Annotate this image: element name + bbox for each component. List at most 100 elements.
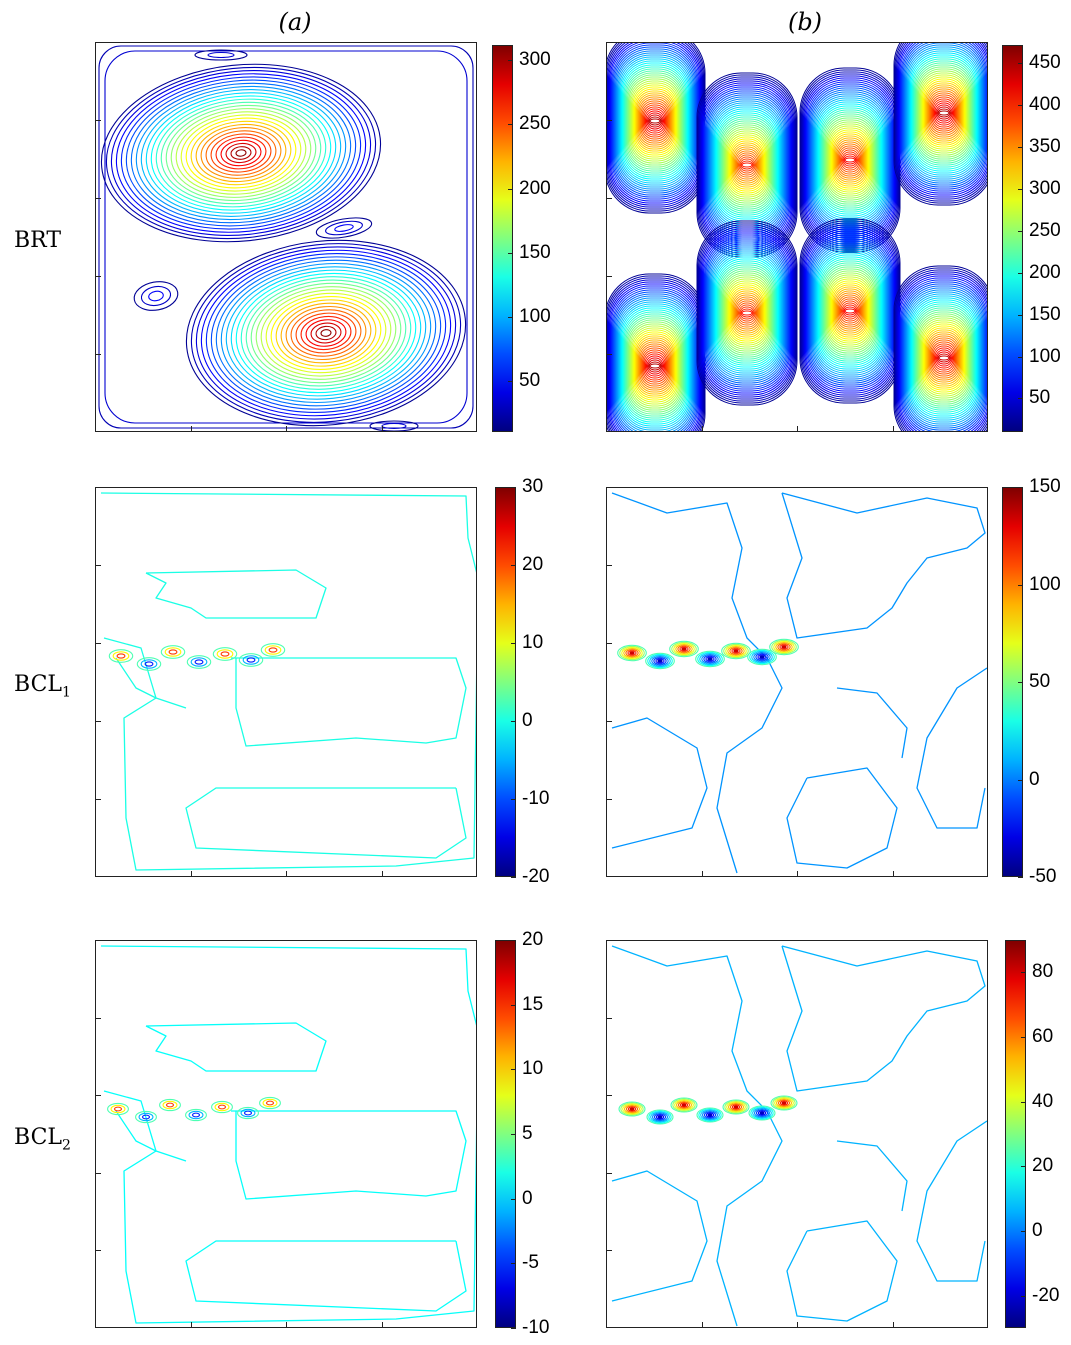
contour-line bbox=[275, 299, 377, 367]
contour-line bbox=[839, 298, 861, 324]
axis-tick bbox=[381, 1322, 383, 1327]
eddy-contour bbox=[622, 1103, 642, 1115]
contour-line bbox=[637, 339, 673, 393]
contour-line bbox=[906, 291, 982, 425]
colorbar-tick-label: -5 bbox=[522, 1252, 539, 1274]
contour-line bbox=[334, 224, 354, 232]
contour-svg bbox=[611, 945, 987, 1327]
axis-tick bbox=[381, 426, 383, 431]
row-label-main: BCL bbox=[14, 672, 63, 697]
contour-line bbox=[622, 309, 688, 423]
contour-line bbox=[806, 81, 894, 239]
contour-line bbox=[648, 361, 662, 371]
contour-line bbox=[738, 156, 756, 174]
contour-line bbox=[817, 254, 883, 368]
colorbar-tick-label: 15 bbox=[522, 993, 544, 1015]
contour-line bbox=[115, 1110, 187, 1162]
contour-line bbox=[935, 349, 953, 367]
contour-line bbox=[901, 281, 987, 431]
eddy-contour bbox=[214, 1102, 230, 1112]
contour-line bbox=[703, 234, 791, 392]
contour-line bbox=[607, 275, 705, 431]
contour-line bbox=[723, 274, 771, 352]
contour-line bbox=[825, 270, 875, 352]
contour-line bbox=[215, 136, 267, 170]
contour-line bbox=[634, 88, 676, 154]
contour-line bbox=[210, 256, 442, 410]
eddy-contour bbox=[627, 1106, 637, 1112]
contour-line bbox=[632, 84, 678, 158]
colorbar-tick-label: 0 bbox=[1029, 768, 1040, 790]
contour-line bbox=[893, 43, 987, 206]
contour-line bbox=[921, 321, 967, 395]
contour-line bbox=[717, 262, 777, 364]
eddy-contour bbox=[625, 1105, 639, 1113]
contour-line bbox=[734, 296, 760, 330]
contour-line bbox=[913, 305, 975, 411]
contour-line bbox=[619, 58, 691, 184]
axis-tick bbox=[607, 1250, 612, 1252]
eddy-contour bbox=[729, 1103, 743, 1111]
contour-line bbox=[838, 296, 862, 326]
contour-line bbox=[915, 309, 973, 407]
contour-line bbox=[739, 158, 755, 172]
eddy-contour bbox=[681, 1103, 687, 1107]
contour-line bbox=[175, 111, 307, 195]
contour-line bbox=[697, 222, 797, 404]
row-label-subscript: 1 bbox=[62, 684, 71, 701]
contour-line bbox=[819, 107, 881, 213]
contour-line bbox=[707, 242, 787, 384]
eddy-contour bbox=[776, 1098, 792, 1108]
contour-line bbox=[634, 333, 676, 399]
contour-line bbox=[706, 240, 788, 386]
contour-line bbox=[698, 224, 796, 402]
axis-tick bbox=[607, 1017, 612, 1019]
eddy-contour bbox=[621, 646, 643, 660]
colorbar-tick-label: 60 bbox=[1032, 1026, 1054, 1047]
contour-line bbox=[724, 276, 770, 350]
axis-tick bbox=[190, 426, 192, 431]
contour-line bbox=[721, 122, 773, 208]
contour-line bbox=[817, 103, 883, 217]
contour-plot bbox=[606, 940, 988, 1328]
contour-line bbox=[926, 86, 962, 140]
contour-line bbox=[630, 325, 680, 407]
contour-line bbox=[626, 72, 684, 170]
contour-line bbox=[155, 98, 327, 208]
contour-line bbox=[616, 297, 694, 431]
eddy-contour bbox=[645, 652, 675, 670]
contour-line bbox=[811, 242, 889, 380]
contour-line bbox=[926, 331, 962, 385]
contour-line bbox=[185, 787, 467, 859]
colorbar-tick-label: 100 bbox=[1029, 573, 1061, 595]
contour-line bbox=[115, 73, 367, 233]
eddy-contour bbox=[220, 651, 230, 657]
contour-line bbox=[834, 288, 866, 334]
contour-line bbox=[938, 110, 950, 116]
contour-line bbox=[918, 315, 970, 401]
contour-line bbox=[740, 308, 754, 318]
contour-line bbox=[812, 93, 888, 227]
contour-line bbox=[928, 90, 960, 136]
contour-line bbox=[815, 99, 885, 221]
colorbar-tick bbox=[1021, 1231, 1026, 1232]
colorbar-tick-label: 300 bbox=[1029, 178, 1061, 200]
eddy-contour bbox=[755, 653, 769, 661]
contour-line bbox=[732, 292, 762, 334]
eddy-contour bbox=[110, 1104, 126, 1114]
axis-tick bbox=[607, 276, 612, 277]
contour-line bbox=[205, 253, 447, 413]
contour-line bbox=[893, 265, 987, 431]
contour-line bbox=[915, 64, 973, 162]
contour-line bbox=[728, 284, 766, 342]
contour-line bbox=[929, 92, 959, 134]
contour-line bbox=[699, 226, 795, 400]
contour-line bbox=[638, 96, 672, 146]
contour-line bbox=[924, 82, 964, 144]
colorbar-tick bbox=[1018, 779, 1023, 781]
contour-line bbox=[635, 335, 675, 397]
colorbar-tick bbox=[1018, 356, 1023, 358]
eddy-contour bbox=[731, 1104, 741, 1110]
contour-line bbox=[185, 239, 467, 427]
contour-line bbox=[925, 84, 963, 142]
